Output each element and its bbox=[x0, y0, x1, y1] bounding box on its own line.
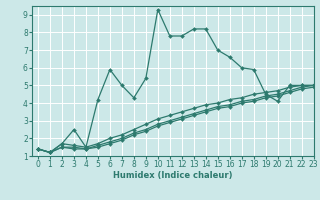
X-axis label: Humidex (Indice chaleur): Humidex (Indice chaleur) bbox=[113, 171, 233, 180]
